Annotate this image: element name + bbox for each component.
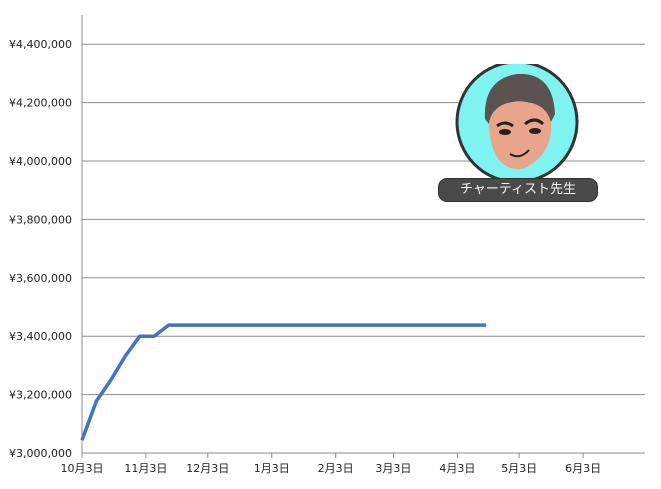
- y-tick-label: ¥4,000,000: [9, 155, 72, 168]
- mascot-label: チャーティスト先生: [438, 178, 598, 202]
- y-tick-label: ¥4,200,000: [9, 97, 72, 110]
- series-line: [80, 323, 487, 441]
- mascot-avatar: [455, 64, 579, 184]
- x-tick-label: 2月3日: [318, 462, 354, 475]
- y-tick-label: ¥3,000,000: [9, 447, 72, 460]
- x-tick-label: 5月3日: [501, 462, 537, 475]
- y-tick-label: ¥3,800,000: [9, 213, 72, 226]
- x-tick-label: 4月3日: [439, 462, 475, 475]
- y-tick-label: ¥3,400,000: [9, 330, 72, 343]
- x-tick-label: 6月3日: [565, 462, 601, 475]
- x-tick-label: 3月3日: [375, 462, 411, 475]
- y-tick-label: ¥3,200,000: [9, 389, 72, 402]
- y-tick-label: ¥3,600,000: [9, 272, 72, 285]
- x-tick-label: 11月3日: [124, 462, 167, 475]
- x-tick-label: 12月3日: [186, 462, 229, 475]
- x-tick-label: 1月3日: [254, 462, 290, 475]
- y-tick-label: ¥4,400,000: [9, 38, 72, 51]
- x-tick-label: 10月3日: [61, 462, 104, 475]
